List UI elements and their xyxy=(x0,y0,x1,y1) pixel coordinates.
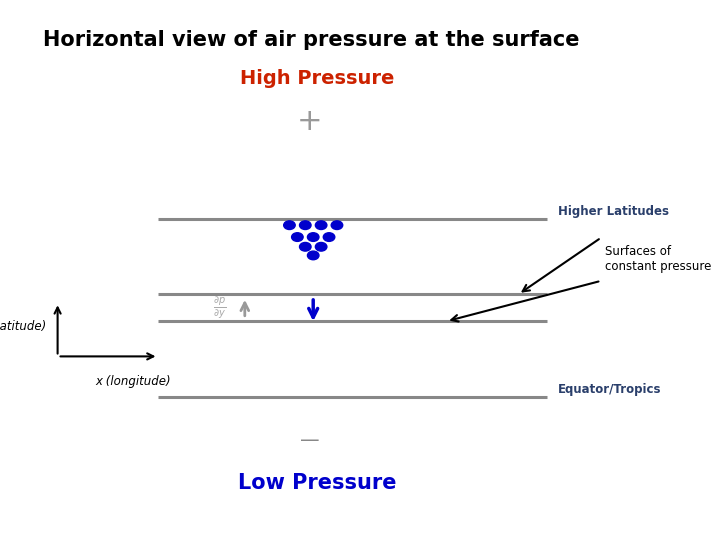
Text: Equator/Tropics: Equator/Tropics xyxy=(558,383,662,396)
Circle shape xyxy=(300,242,311,251)
Text: —: — xyxy=(300,430,320,450)
Text: Low Pressure: Low Pressure xyxy=(238,473,396,494)
Circle shape xyxy=(307,233,319,241)
Circle shape xyxy=(331,221,343,230)
Circle shape xyxy=(284,221,295,230)
Circle shape xyxy=(292,233,303,241)
Text: Surfaces of
constant pressure: Surfaces of constant pressure xyxy=(605,245,711,273)
Text: $\frac{\partial p}{\partial y}$: $\frac{\partial p}{\partial y}$ xyxy=(213,295,226,321)
Text: +: + xyxy=(297,107,323,136)
Circle shape xyxy=(300,221,311,230)
Text: Higher Latitudes: Higher Latitudes xyxy=(558,205,669,218)
Text: Horizontal view of air pressure at the surface: Horizontal view of air pressure at the s… xyxy=(43,30,580,50)
Circle shape xyxy=(307,251,319,260)
Circle shape xyxy=(315,242,327,251)
Text: High Pressure: High Pressure xyxy=(240,69,394,88)
Text: x (longitude): x (longitude) xyxy=(95,375,171,388)
Text: y (latitude): y (latitude) xyxy=(0,320,47,333)
Circle shape xyxy=(323,233,335,241)
Circle shape xyxy=(315,221,327,230)
